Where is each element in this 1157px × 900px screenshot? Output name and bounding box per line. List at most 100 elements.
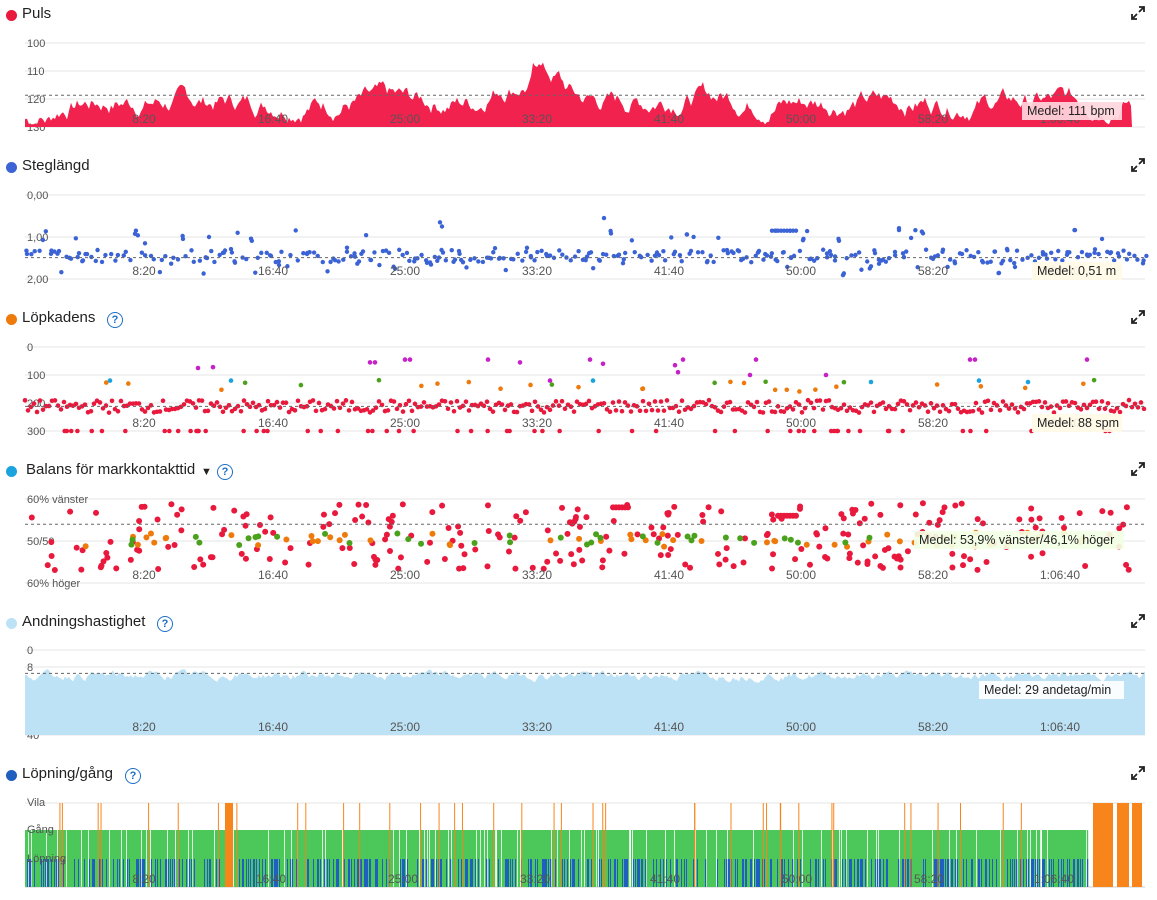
data-bar	[431, 859, 433, 887]
data-bar	[781, 830, 783, 887]
dropdown-caret-icon[interactable]: ▼	[201, 466, 212, 478]
x-tick-label: 16:40	[256, 872, 286, 886]
data-bar	[996, 859, 998, 887]
data-bar	[731, 830, 733, 887]
data-point	[949, 564, 956, 571]
data-point	[661, 408, 667, 413]
data-bar	[831, 803, 833, 887]
data-bar	[148, 803, 150, 887]
data-point	[800, 238, 806, 243]
data-bar	[856, 830, 858, 887]
data-point	[485, 428, 490, 434]
data-bar	[488, 830, 490, 887]
data-bar	[293, 830, 295, 887]
data-bar	[76, 830, 78, 887]
data-bar	[263, 830, 265, 887]
data-bar	[453, 830, 455, 887]
help-icon[interactable]: ?	[107, 312, 123, 328]
data-point	[327, 534, 334, 541]
data-point	[76, 250, 82, 256]
data-bar	[142, 830, 144, 887]
data-point	[1012, 264, 1018, 270]
data-bar	[358, 859, 360, 887]
data-bar	[877, 859, 879, 887]
data-point	[1022, 385, 1028, 391]
data-bar	[937, 803, 939, 887]
data-bar	[313, 830, 315, 887]
data-bar	[145, 830, 147, 887]
data-bar	[374, 830, 376, 887]
data-bar	[51, 830, 53, 887]
data-bar	[1020, 803, 1022, 887]
data-bar	[984, 830, 986, 887]
data-bar	[274, 859, 276, 887]
data-point	[700, 250, 705, 255]
data-bar	[926, 830, 928, 887]
data-point	[440, 250, 446, 255]
data-bar	[382, 830, 384, 887]
data-bar	[941, 859, 943, 887]
expand-icon[interactable]	[1131, 614, 1145, 628]
data-point	[844, 255, 849, 261]
data-point	[365, 428, 371, 434]
data-bar	[866, 830, 868, 887]
data-point	[466, 408, 472, 413]
data-point	[983, 428, 989, 434]
data-point	[876, 261, 882, 266]
expand-icon[interactable]	[1131, 766, 1145, 780]
data-bar	[631, 830, 633, 887]
data-bar	[223, 830, 225, 887]
data-bar	[1080, 830, 1082, 887]
data-point	[402, 357, 408, 362]
data-bar	[84, 859, 86, 887]
data-bar	[967, 830, 969, 887]
data-bar	[987, 830, 989, 887]
expand-icon[interactable]	[1131, 6, 1145, 20]
x-tick-label: 33:20	[520, 872, 550, 886]
data-bar	[868, 830, 870, 887]
data-point	[464, 265, 469, 270]
data-bar	[686, 830, 688, 887]
data-bar	[562, 830, 564, 887]
data-point	[599, 557, 606, 564]
data-point	[1099, 236, 1105, 242]
data-bar	[986, 859, 988, 887]
data-point	[1125, 566, 1132, 573]
help-icon[interactable]: ?	[157, 616, 173, 632]
help-icon[interactable]: ?	[217, 464, 233, 480]
data-bar	[1053, 830, 1055, 887]
data-bar	[928, 830, 930, 887]
data-point	[1096, 406, 1102, 412]
data-bar	[1061, 830, 1063, 887]
data-bar	[452, 830, 454, 887]
data-bar	[288, 830, 290, 887]
data-bar	[138, 830, 140, 887]
data-point	[597, 534, 604, 541]
expand-icon[interactable]	[1131, 462, 1145, 476]
data-point	[868, 379, 874, 385]
data-bar	[45, 830, 47, 887]
data-point	[25, 408, 31, 413]
data-point	[238, 408, 244, 414]
data-point	[926, 519, 933, 526]
data-bar	[1044, 859, 1046, 887]
data-bar	[222, 830, 224, 887]
data-bar	[921, 830, 923, 887]
x-tick-label: 58:20	[918, 720, 948, 734]
expand-icon[interactable]	[1131, 158, 1145, 172]
data-bar	[986, 830, 988, 887]
data-point	[295, 258, 300, 263]
expand-icon[interactable]	[1131, 310, 1145, 324]
data-bar	[440, 859, 442, 887]
data-bar	[1075, 830, 1077, 887]
data-point	[492, 245, 498, 251]
data-bar	[30, 859, 32, 887]
data-point	[385, 408, 391, 413]
data-bar	[395, 830, 397, 887]
data-bar	[983, 830, 985, 887]
data-bar	[749, 830, 751, 887]
data-point	[590, 378, 596, 383]
help-icon[interactable]: ?	[125, 768, 141, 784]
data-point	[544, 558, 551, 565]
data-point	[791, 253, 797, 259]
